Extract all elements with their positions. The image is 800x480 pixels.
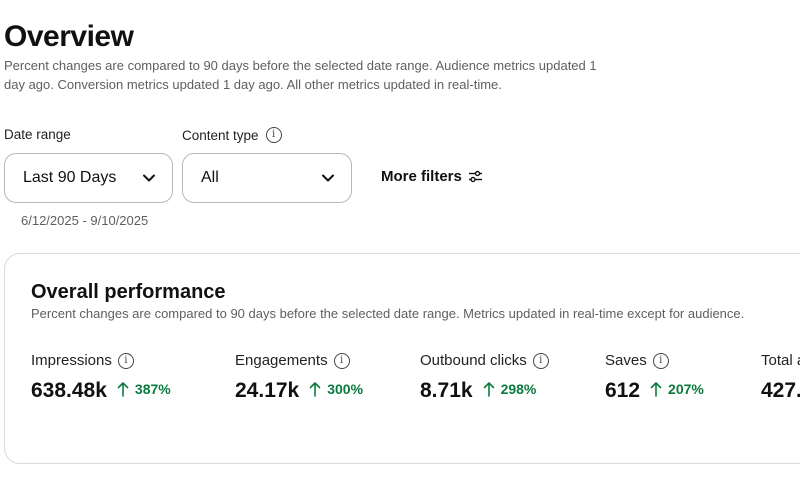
arrow-up-icon (483, 382, 494, 397)
info-icon[interactable]: i (532, 352, 549, 369)
arrow-up-icon (117, 382, 129, 397)
metric-saves: Saves i 612 207% (605, 352, 704, 403)
date-range-label: Date range (4, 127, 71, 142)
metric-value: 638.48k (31, 379, 107, 402)
date-range-value: Last 90 Days (23, 169, 117, 186)
metric-engagements: Engagements i 24.17k 300% (235, 352, 363, 403)
arrow-up-icon (309, 382, 321, 397)
arrow-up-icon (650, 382, 662, 397)
metric-label: Saves (605, 352, 647, 369)
page-title: Overview (4, 20, 134, 53)
date-range-dates: 6/12/2025 - 9/10/2025 (21, 213, 149, 228)
metric-change-value: 207% (668, 381, 704, 397)
metric-value: 427. (761, 379, 800, 402)
content-type-label-text: Content type (182, 127, 259, 143)
metric-change-value: 387% (134, 381, 171, 397)
content-type-label: Content type i (182, 127, 282, 143)
metric-value: 24.17k (235, 379, 300, 402)
metric-change: 207% (650, 381, 704, 397)
content-type-value: All (201, 169, 219, 186)
page-subtitle: Percent changes are compared to 90 days … (4, 58, 597, 92)
date-range-label-text: Date range (4, 127, 71, 142)
metric-label: Impressions (31, 352, 112, 369)
chevron-down-icon (143, 174, 155, 182)
metric-change: 387% (117, 381, 171, 397)
date-range-select[interactable]: Last 90 Days (4, 153, 173, 203)
metric-label: Total a (761, 352, 800, 369)
sliders-icon (468, 170, 482, 183)
info-icon[interactable]: i (333, 352, 350, 369)
info-icon[interactable]: i (652, 352, 669, 369)
info-icon[interactable]: i (265, 127, 282, 143)
metric-label: Engagements (235, 352, 328, 369)
more-filters-label: More filters (381, 168, 462, 185)
card-subtitle: Percent changes are compared to 90 days … (31, 306, 745, 321)
metric-impressions: Impressions i 638.48k 387% (31, 352, 171, 403)
metric-value: 8.71k (420, 379, 473, 402)
metric-label: Outbound clicks (420, 352, 527, 369)
metric-change: 300% (309, 381, 363, 397)
metric-change: 298% (483, 381, 537, 397)
chevron-down-icon (322, 174, 334, 182)
overall-performance-card: Overall performance Percent changes are … (4, 253, 800, 464)
metric-outbound-clicks: Outbound clicks i 8.71k 298% (420, 352, 549, 403)
card-title: Overall performance (31, 281, 226, 303)
more-filters-button[interactable]: More filters (381, 168, 483, 185)
metric-change-value: 298% (500, 381, 537, 397)
metric-change-value: 300% (327, 381, 364, 397)
metric-value: 612 (605, 379, 641, 402)
metric-total-truncated: Total a 427. (761, 352, 800, 403)
content-type-select[interactable]: All (182, 153, 352, 203)
info-icon[interactable]: i (117, 352, 134, 369)
